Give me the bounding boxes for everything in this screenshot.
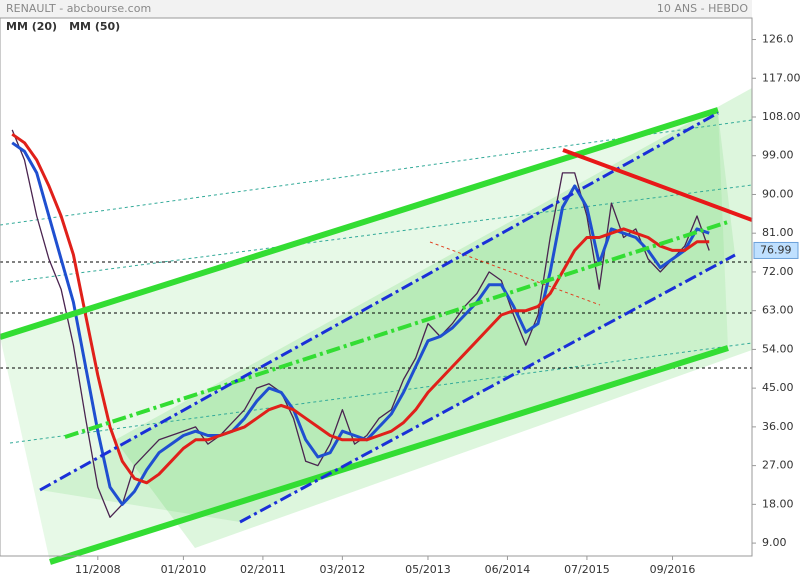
legend-entry: MM (20) <box>6 20 57 33</box>
trend-line <box>239 253 736 524</box>
y-tick-label: 9.00 <box>762 536 787 549</box>
trend-line <box>9 184 753 283</box>
trend-line <box>0 107 719 340</box>
x-tick-label: 06/2014 <box>485 563 531 576</box>
trend-line <box>64 220 729 439</box>
trend-line <box>39 111 719 492</box>
x-tick-label: 07/2015 <box>564 563 610 576</box>
y-tick-label: 72.00 <box>762 265 794 278</box>
x-tick-label: 09/2016 <box>650 563 696 576</box>
x-tick-label: 11/2008 <box>75 563 121 576</box>
y-tick-label: 18.00 <box>762 497 794 510</box>
series-line <box>11 141 710 506</box>
chart-title: RENAULT - abcbourse.com <box>6 2 151 15</box>
trend-line <box>562 148 753 222</box>
series-layer <box>11 129 710 518</box>
y-tick-label: 54.00 <box>762 342 794 355</box>
trend-line <box>429 241 601 306</box>
y-tick-label: 63.00 <box>762 304 794 317</box>
trend-lines <box>0 107 753 565</box>
y-tick-label: 45.00 <box>762 381 794 394</box>
x-tick-label: 03/2012 <box>320 563 366 576</box>
y-tick-label: 27.00 <box>762 459 794 472</box>
y-tick-label: 90.00 <box>762 187 794 200</box>
x-tick-label: 01/2010 <box>161 563 207 576</box>
y-tick-label: 117.00 <box>762 71 800 84</box>
legend-entry: MM (50) <box>69 20 120 33</box>
y-tick-label: 108.00 <box>762 110 800 123</box>
x-tick-label: 05/2013 <box>405 563 451 576</box>
x-tick-label: 02/2011 <box>240 563 286 576</box>
header-bar <box>0 0 752 18</box>
last-value-label: 76.99 <box>760 243 792 256</box>
trend-line <box>49 345 729 565</box>
last-value-box <box>753 241 799 259</box>
y-tick-label: 81.00 <box>762 226 794 239</box>
y-tick-label: 99.00 <box>762 149 794 162</box>
chart-subtitle: 10 ANS - HEBDO <box>657 2 748 15</box>
plot-frame <box>0 17 753 557</box>
y-tick-label: 36.00 <box>762 420 794 433</box>
trend-line <box>9 342 753 444</box>
y-tick-label: 126.0 <box>762 33 794 46</box>
legend: MM (20) MM (50) <box>6 20 120 33</box>
series-line <box>11 132 710 485</box>
